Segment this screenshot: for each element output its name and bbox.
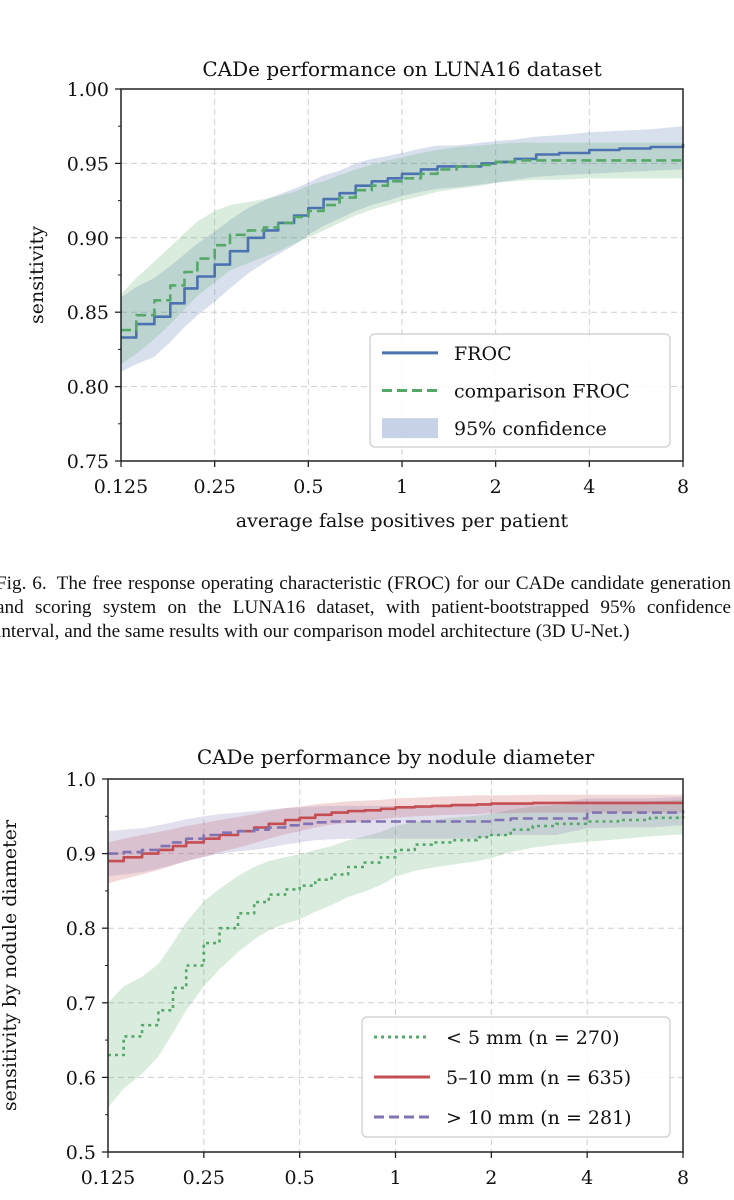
y-tick-label: 0.75: [67, 451, 109, 473]
x-tick-label: 4: [583, 476, 595, 498]
x-tick-label: 0.25: [183, 1167, 225, 1189]
chart-title: CADe performance on LUNA16 dataset: [202, 57, 601, 81]
y-tick-label: 0.5: [66, 1142, 96, 1164]
legend-box: [361, 1016, 671, 1138]
x-tick-label: 1: [389, 1167, 401, 1189]
y-tick-label: 0.9: [66, 844, 96, 866]
caption-label: Fig. 6.: [0, 573, 47, 594]
x-tick-label: 0.25: [194, 476, 236, 498]
y-tick-label: 0.90: [67, 228, 109, 250]
x-tick-label: 8: [677, 476, 689, 498]
y-tick-label: 0.8: [66, 918, 96, 940]
figure-caption: Fig. 6. The free response operating chara…: [0, 572, 731, 644]
y-tick-label: 0.80: [67, 377, 109, 399]
x-tick-label: 2: [485, 1167, 497, 1189]
legend-label: > 10 mm (n = 281): [446, 1107, 632, 1129]
legend-label: < 5 mm (n = 270): [446, 1027, 620, 1049]
chart-luna16-froc: 0.125 0.25 0.5 1 2 4 8 0.75 0.80 0.85 0.90 0.95 1.00…: [26, 57, 689, 532]
legend-label: FROC: [454, 343, 512, 365]
y-tick-label: 0.95: [67, 153, 109, 175]
x-tick-label: 0.5: [293, 476, 323, 498]
series-line-0: [121, 144, 685, 339]
x-tick-label: 8: [677, 1167, 689, 1189]
x-tick-label: 0.5: [285, 1167, 315, 1189]
y-tick-label: 1.0: [66, 769, 96, 791]
y-axis-label: sensitivity by nodule diameter: [0, 819, 21, 1111]
confidence-band-2: [108, 796, 683, 876]
legend-swatch-band: [382, 418, 438, 439]
y-tick-label: 0.85: [67, 302, 109, 324]
chart-title: CADe performance by nodule diameter: [197, 745, 595, 769]
x-tick-label: 4: [581, 1167, 593, 1189]
series-line-1: [108, 801, 683, 863]
y-axis-label: sensitivity: [26, 226, 48, 324]
x-tick-label: 2: [490, 476, 502, 498]
x-tick-label: 0.125: [94, 476, 148, 498]
x-tick-label: 0.125: [81, 1167, 135, 1189]
chart-nodule-diameter: 0.125 0.25 0.5 1 2 4 8 0.5 0.6 0.7 0.8 0.9 1.0 CADe p…: [0, 745, 689, 1189]
legend-box: [369, 333, 671, 448]
y-tick-label: 0.7: [66, 993, 96, 1015]
series-line-0: [108, 816, 685, 1057]
caption-text: The free response operating characterist…: [0, 573, 731, 642]
series-line-2: [108, 810, 685, 855]
x-tick-label: 1: [396, 476, 408, 498]
y-tick-label: 0.6: [66, 1067, 96, 1089]
legend-label: 95% confidence: [454, 418, 607, 440]
y-tick-label: 1.00: [67, 79, 109, 101]
confidence-band-1: [121, 142, 683, 365]
confidence-band-0: [108, 799, 683, 1108]
legend-label: 5–10 mm (n = 635): [446, 1067, 631, 1089]
confidence-band-1: [108, 794, 683, 884]
legend-label: comparison FROC: [454, 381, 630, 403]
x-axis-label: average false positives per patient: [236, 510, 569, 532]
